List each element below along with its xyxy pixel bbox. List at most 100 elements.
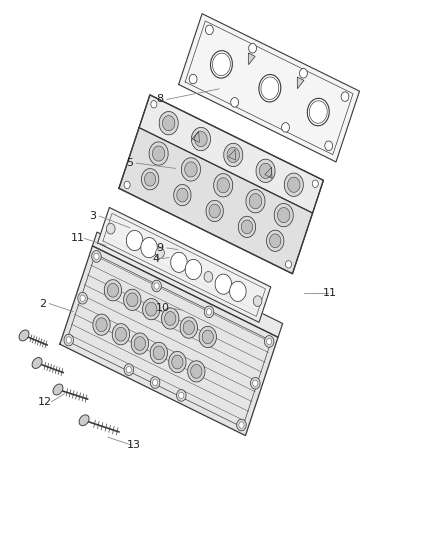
Ellipse shape: [165, 312, 176, 325]
Ellipse shape: [169, 351, 186, 373]
Ellipse shape: [177, 390, 186, 401]
Text: 12: 12: [38, 397, 52, 407]
Ellipse shape: [214, 174, 233, 197]
Polygon shape: [139, 95, 323, 213]
Polygon shape: [179, 14, 360, 162]
Text: 4: 4: [152, 254, 159, 263]
Ellipse shape: [209, 204, 220, 218]
Polygon shape: [119, 127, 313, 274]
Ellipse shape: [171, 252, 187, 272]
Ellipse shape: [261, 77, 279, 100]
Ellipse shape: [286, 261, 292, 268]
Ellipse shape: [94, 253, 99, 260]
Ellipse shape: [191, 365, 202, 378]
Ellipse shape: [211, 51, 233, 78]
Ellipse shape: [253, 380, 258, 386]
Ellipse shape: [150, 377, 160, 389]
Ellipse shape: [230, 281, 246, 301]
Ellipse shape: [238, 216, 256, 238]
Ellipse shape: [183, 321, 194, 335]
Ellipse shape: [256, 159, 275, 182]
Ellipse shape: [199, 326, 216, 348]
Text: 5: 5: [126, 158, 133, 168]
Ellipse shape: [142, 298, 160, 320]
Ellipse shape: [325, 141, 332, 150]
Ellipse shape: [112, 324, 130, 345]
Ellipse shape: [284, 173, 304, 196]
Ellipse shape: [93, 314, 110, 335]
Text: 10: 10: [155, 303, 170, 313]
Ellipse shape: [145, 172, 156, 186]
Ellipse shape: [212, 53, 230, 76]
Ellipse shape: [266, 230, 284, 252]
Ellipse shape: [79, 415, 89, 426]
Ellipse shape: [312, 180, 318, 188]
Text: 13: 13: [127, 440, 141, 450]
Ellipse shape: [189, 74, 197, 84]
Ellipse shape: [215, 274, 232, 294]
Ellipse shape: [96, 318, 107, 332]
Ellipse shape: [152, 280, 161, 292]
Ellipse shape: [159, 111, 178, 135]
Ellipse shape: [246, 190, 265, 213]
Ellipse shape: [134, 337, 145, 351]
Ellipse shape: [66, 337, 71, 343]
Ellipse shape: [145, 302, 157, 316]
Ellipse shape: [151, 101, 157, 108]
Ellipse shape: [278, 207, 290, 223]
Ellipse shape: [152, 379, 158, 386]
Ellipse shape: [269, 234, 281, 248]
Ellipse shape: [80, 295, 85, 301]
Ellipse shape: [172, 355, 183, 369]
Ellipse shape: [19, 330, 29, 341]
Ellipse shape: [224, 143, 243, 167]
Ellipse shape: [78, 293, 88, 304]
Ellipse shape: [185, 162, 197, 177]
Ellipse shape: [104, 280, 122, 301]
Ellipse shape: [126, 366, 131, 373]
Text: 11: 11: [71, 233, 85, 244]
Ellipse shape: [274, 204, 293, 227]
Polygon shape: [98, 207, 271, 322]
Ellipse shape: [141, 238, 157, 257]
Ellipse shape: [288, 177, 300, 192]
Ellipse shape: [150, 342, 167, 364]
Ellipse shape: [249, 44, 257, 53]
Ellipse shape: [217, 177, 230, 193]
Text: 3: 3: [89, 211, 96, 221]
Text: 2: 2: [39, 298, 46, 309]
Ellipse shape: [32, 358, 42, 368]
Ellipse shape: [231, 98, 239, 107]
Ellipse shape: [259, 75, 281, 102]
Ellipse shape: [309, 101, 327, 123]
Ellipse shape: [253, 296, 262, 306]
Ellipse shape: [205, 25, 213, 35]
Text: 9: 9: [157, 243, 164, 253]
Ellipse shape: [307, 98, 329, 126]
Ellipse shape: [206, 200, 223, 222]
Ellipse shape: [53, 384, 63, 395]
Polygon shape: [92, 232, 283, 337]
Ellipse shape: [131, 333, 148, 354]
Polygon shape: [192, 132, 199, 142]
Ellipse shape: [124, 289, 141, 310]
Ellipse shape: [177, 188, 188, 202]
Polygon shape: [297, 77, 304, 88]
Ellipse shape: [179, 392, 184, 399]
Text: 8: 8: [157, 94, 164, 104]
Ellipse shape: [162, 116, 175, 131]
Ellipse shape: [181, 158, 201, 181]
Ellipse shape: [239, 422, 244, 428]
Ellipse shape: [249, 193, 261, 209]
Ellipse shape: [149, 142, 168, 165]
Ellipse shape: [141, 168, 159, 190]
Ellipse shape: [153, 346, 165, 360]
Ellipse shape: [92, 251, 101, 262]
Ellipse shape: [227, 147, 240, 163]
Polygon shape: [60, 246, 278, 435]
Polygon shape: [249, 53, 255, 64]
Ellipse shape: [267, 338, 272, 345]
Ellipse shape: [187, 361, 205, 382]
Ellipse shape: [64, 334, 74, 346]
Ellipse shape: [107, 284, 119, 297]
